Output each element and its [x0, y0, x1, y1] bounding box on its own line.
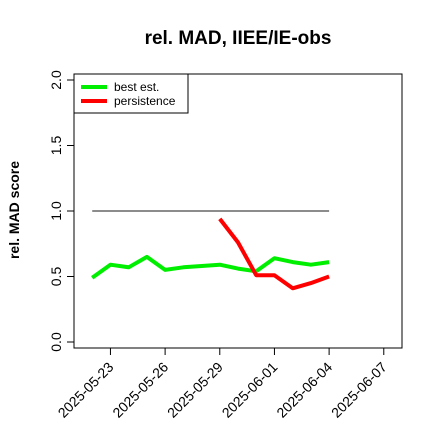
- x-tick-label: 2025-05-29: [164, 359, 226, 421]
- x-tick-label: 2025-05-23: [55, 359, 117, 421]
- y-tick-label: 1.5: [48, 136, 64, 156]
- y-tick-label: 1.0: [48, 201, 64, 221]
- y-tick-label: 0.0: [48, 332, 64, 352]
- y-axis-label: rel. MAD score: [6, 161, 22, 259]
- x-tick-label: 2025-05-26: [109, 359, 171, 421]
- x-tick-label: 2025-06-07: [328, 359, 390, 421]
- series-line-persistence: [218, 217, 330, 291]
- legend: best est. persistence: [73, 73, 189, 114]
- chart-title: rel. MAD, IIEE/IE-obs: [145, 28, 332, 49]
- legend-label-persistence: persistence: [114, 94, 176, 108]
- x-axis: 2025-05-232025-05-262025-05-292025-06-01…: [55, 347, 390, 421]
- legend-box: [73, 73, 189, 114]
- y-tick-label: 0.5: [48, 267, 64, 287]
- plot-content: [91, 210, 330, 291]
- legend-label-best-est: best est.: [114, 80, 159, 94]
- series-line-best-est: [91, 254, 330, 280]
- x-tick-label: 2025-06-04: [273, 359, 335, 421]
- x-tick-label: 2025-06-01: [219, 359, 281, 421]
- y-axis: 0.0 0.5 1.0 1.5 2.0: [48, 70, 75, 352]
- y-tick-label: 2.0: [48, 70, 64, 90]
